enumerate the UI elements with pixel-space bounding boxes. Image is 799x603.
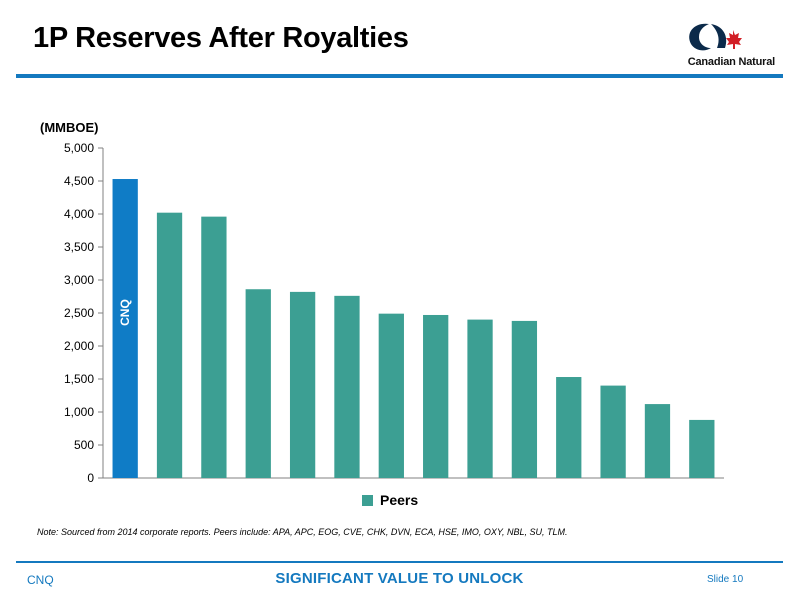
- legend-label-peers: Peers: [380, 492, 419, 508]
- canadian-natural-logo: Canadian Natural: [671, 18, 781, 70]
- bar-peer: [245, 289, 271, 478]
- legend-swatch-peers: [362, 494, 373, 506]
- logo-icon: [689, 23, 742, 51]
- reserves-bar-chart: (MMBOE) 0 500 1,000 1,500 2,000 2,500 3,000 3,50…: [40, 120, 724, 485]
- y-tick-label: 4,500: [64, 174, 94, 188]
- title-divider: [16, 74, 783, 78]
- y-tick-label: 2,500: [64, 306, 94, 320]
- bar-peer: [689, 419, 715, 478]
- y-tick-label: 2,000: [64, 339, 94, 353]
- source-note: Note: Sourced from 2014 corporate report…: [37, 527, 568, 537]
- y-tick-label: 0: [87, 471, 94, 485]
- slide-number: Slide 10: [707, 574, 744, 585]
- bar-peer: [156, 212, 183, 478]
- y-axis-label: (MMBOE): [40, 120, 99, 135]
- y-tick-label: 3,500: [64, 240, 94, 254]
- y-tick-label: 1,000: [64, 405, 94, 419]
- chart-legend: Peers: [362, 492, 418, 508]
- y-tick-label: 4,000: [64, 207, 94, 221]
- bar-peer: [511, 320, 538, 478]
- y-tick-label: 5,000: [64, 141, 94, 155]
- bar-peer: [289, 291, 316, 478]
- footer-divider: [16, 561, 783, 563]
- bar-peer: [201, 216, 227, 478]
- bar-peer: [378, 313, 404, 478]
- slide-title: 1P Reserves After Royalties: [33, 22, 409, 54]
- logo-text: Canadian Natural: [687, 56, 775, 68]
- bar-label-cnq: CNQ: [118, 299, 132, 326]
- bar-peer: [423, 314, 449, 478]
- bar-peer: [600, 385, 626, 478]
- y-tick-label: 500: [74, 438, 94, 452]
- y-tick-label: 3,000: [64, 273, 94, 287]
- footer-company: CNQ: [27, 573, 54, 587]
- footer-tagline: SIGNIFICANT VALUE TO UNLOCK: [275, 570, 524, 587]
- y-tick-label: 1,500: [64, 372, 94, 386]
- bar-peer: [334, 295, 360, 478]
- bar-cnq: [112, 179, 138, 478]
- bar-peer: [644, 404, 671, 478]
- bar-peer: [556, 377, 582, 478]
- bar-peer: [467, 319, 493, 478]
